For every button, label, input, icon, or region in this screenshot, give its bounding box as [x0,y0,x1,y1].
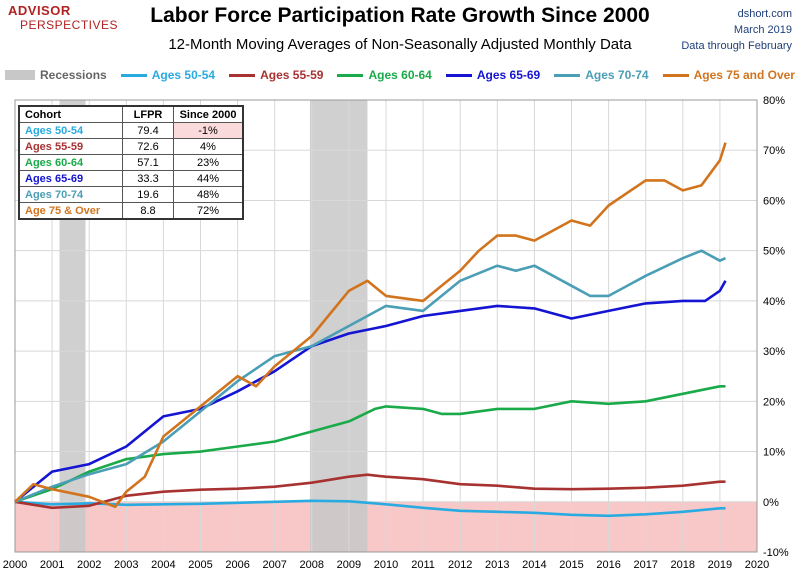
since-2000-value: 44% [173,170,244,187]
legend-swatch [445,73,472,77]
chart-legend: Recessions Ages 50-54 Ages 55-59 Ages 60… [0,68,800,82]
x-tick-label: 2019 [708,559,732,571]
y-tick-label: 20% [763,396,785,408]
x-tick-label: 2014 [522,559,546,571]
source-note: Data through February [681,40,792,52]
recession-swatch [5,70,36,80]
advisor-perspectives-logo: ADVISOR PERSPECTIVES [8,3,118,32]
x-tick-label: 2009 [337,559,361,571]
cohort-name: Age 75 & Over [18,202,123,220]
legend-item-60-64: Ages 60-64 [337,68,432,82]
table-header-row: Cohort LFPR Since 2000 [18,105,244,123]
since-2000-value: 4% [173,138,244,155]
y-tick-label: 0% [763,497,779,509]
series-line-ages-50-54 [14,499,726,518]
legend-swatch [229,73,256,77]
lfpr-value: 79.4 [122,122,174,139]
series-line-ages-70-74 [14,249,727,504]
legend-item-55-59: Ages 55-59 [229,68,323,82]
cohort-name: Ages 65-69 [18,170,123,187]
legend-item-65-69: Ages 65-69 [445,68,541,82]
x-tick-label: 2016 [596,559,620,571]
logo-top-text: ADVISOR [8,3,71,18]
x-tick-label: 2010 [374,559,398,571]
y-tick-label: 80% [763,95,785,107]
cohort-name: Ages 55-59 [18,138,123,155]
x-tick-label: 2018 [671,559,695,571]
x-tick-label: 2017 [633,559,657,571]
header-since-2000: Since 2000 [173,105,244,123]
table-row: Ages 65-69 33.3 44% [18,170,244,187]
legend-label: Ages 65-69 [476,68,541,82]
lfpr-value: 72.6 [122,138,174,155]
y-tick-label: 70% [763,145,785,157]
table-row: Ages 55-59 72.6 4% [18,138,244,155]
x-tick-label: 2003 [114,559,138,571]
source-date: March 2019 [733,24,792,36]
table-row: Ages 60-64 57.1 23% [18,154,244,171]
series-line-ages-55-59 [14,473,726,510]
series-line-ages-60-64 [14,385,726,504]
since-2000-value: -1% [173,122,244,139]
x-tick-label: 2011 [411,559,435,571]
chart-subtitle: 12-Month Moving Averages of Non-Seasonal… [168,36,632,53]
legend-swatch [120,73,147,77]
cohort-name: Ages 60-64 [18,154,123,171]
series-line-ages-65-69 [14,280,727,503]
x-tick-label: 2013 [485,559,509,571]
x-tick-label: 2008 [300,559,324,571]
y-tick-label: 30% [763,346,785,358]
cohort-name: Ages 70-74 [18,186,123,203]
legend-label: Ages 60-64 [368,68,432,82]
series-line-ages-75-and-over [14,142,727,509]
legend-swatch [554,73,581,77]
legend-item-50-54: Ages 50-54 [120,68,216,82]
x-tick-label: 2015 [559,559,583,571]
legend-swatch [337,73,364,77]
y-tick-label: 50% [763,246,785,258]
lfpr-value: 19.6 [122,186,174,203]
plot-border [14,99,758,553]
x-tick-label: 2004 [151,559,175,571]
header-cohort: Cohort [18,105,123,123]
table-row: Age 75 & Over 8.8 72% [18,202,244,220]
x-tick-label: 2006 [225,559,249,571]
lfpr-value: 33.3 [122,170,174,187]
source-site: dshort.com [737,8,792,20]
x-tick-label: 2001 [40,559,64,571]
x-tick-label: 2012 [448,559,472,571]
header-lfpr: LFPR [122,105,174,123]
y-tick-label: -10% [763,547,789,559]
y-tick-label: 40% [763,296,785,308]
lfpr-value: 8.8 [122,202,174,220]
lfpr-value: 57.1 [122,154,174,171]
legend-item-75-over: Ages 75 and Over [662,68,795,82]
x-tick-label: 2005 [188,559,212,571]
x-tick-label: 2000 [3,559,27,571]
x-tick-label: 2007 [262,559,286,571]
since-2000-value: 72% [173,202,244,220]
legend-label: Ages 70-74 [585,68,649,82]
table-row: Ages 70-74 19.6 48% [18,186,244,203]
legend-swatch [662,73,689,77]
chart-title: Labor Force Participation Rate Growth Si… [150,4,650,27]
x-tick-label: 2020 [745,559,769,571]
x-tick-label: 2002 [77,559,101,571]
legend-label-recessions: Recessions [40,68,107,82]
cohort-name: Ages 50-54 [18,122,123,139]
source-block: dshort.com March 2019 Data through Febru… [681,6,792,54]
since-2000-value: 48% [173,186,244,203]
legend-label: Ages 55-59 [260,68,324,82]
table-row: Ages 50-54 79.4 -1% [18,122,244,139]
y-tick-label: 10% [763,447,785,459]
y-tick-label: 60% [763,195,785,207]
cohort-summary-table: Cohort LFPR Since 2000 Ages 50-54 79.4 -… [18,105,244,220]
legend-label: Ages 50-54 [151,68,216,82]
legend-label: Ages 75 and Over [693,68,795,82]
logo-bottom-text: PERSPECTIVES [20,18,119,32]
legend-item-70-74: Ages 70-74 [554,68,649,82]
legend-item-recessions: Recessions [5,68,107,82]
since-2000-value: 23% [173,154,244,171]
